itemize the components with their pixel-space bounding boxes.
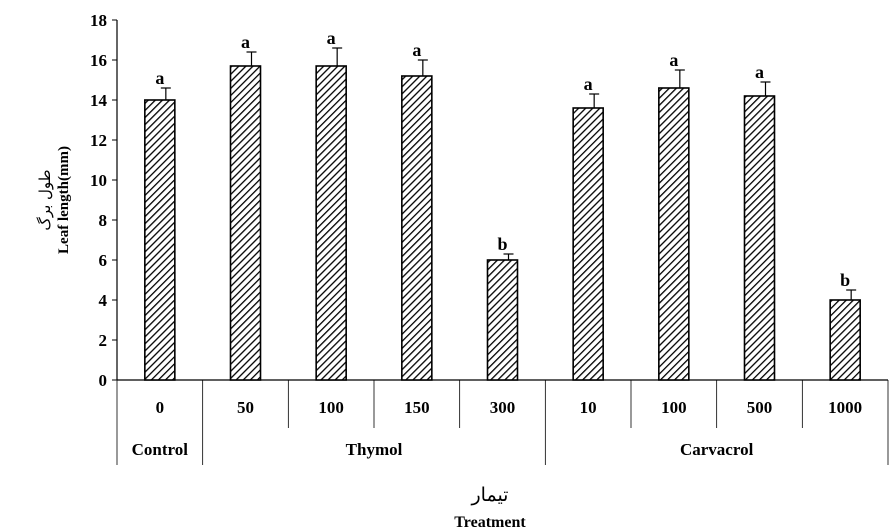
bar [658,87,690,381]
x-tick-label: 10 [580,398,597,417]
x-tick-label: 50 [237,398,254,417]
labels: طول برگ Leaf length(mm) تیمار Treatment [36,146,526,531]
significance-label: b [840,270,850,290]
group-label: Thymol [346,440,403,459]
bar [486,259,519,381]
x-tick-label: 150 [404,398,430,417]
y-tick-label: 10 [90,171,107,190]
significance-label: a [241,32,250,52]
y-tick-label: 6 [99,251,108,270]
bar [144,99,176,381]
significance-label: a [755,62,764,82]
y-tick-label: 16 [90,51,107,70]
y-tick-label: 0 [99,371,108,390]
y-tick-label: 12 [90,131,107,150]
x-tick-label: 300 [490,398,516,417]
x-axis-label-persian: تیمار [471,484,509,506]
significance-label: a [412,40,421,60]
y-axis-label-persian: طول برگ [36,169,54,230]
x-tick-label: 500 [747,398,773,417]
y-tick-label: 2 [99,331,108,350]
significance-label: a [155,68,164,88]
bar [829,299,861,381]
x-tick-label: 0 [156,398,165,417]
significance-label: a [327,28,336,48]
y-tick-label: 8 [99,211,108,230]
significance-label: a [669,50,678,70]
bar [229,65,262,381]
x-axis-label: Treatment [454,514,526,531]
x-tick-label: 100 [661,398,687,417]
x-tick-label: 100 [318,398,344,417]
bar [572,107,604,381]
y-axis-label: Leaf length(mm) [56,146,72,254]
bar [401,75,433,381]
bar [315,65,347,381]
group-label: Carvacrol [680,440,754,459]
group-label: Control [132,440,189,459]
y-tick-label: 14 [90,91,108,110]
y-tick-label: 18 [90,11,107,30]
axes: 0 2 4 6 8 10 12 14 16 18 0 50 100 150 300 10 100 500 1000 C… [90,11,889,465]
bars: a a a a b a a a b [144,28,861,381]
significance-label: b [497,234,507,254]
significance-label: a [584,74,593,94]
y-tick-label: 4 [99,291,108,310]
x-tick-label: 1000 [828,398,862,417]
bar [743,95,776,381]
